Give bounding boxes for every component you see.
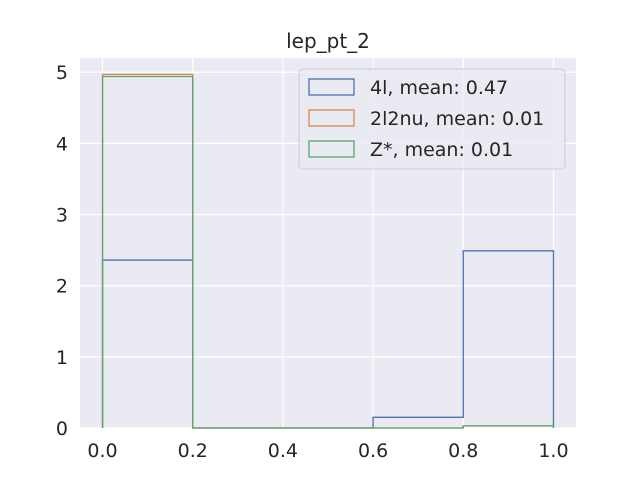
legend-label: 2l2nu, mean: 0.01 — [370, 108, 544, 130]
y-axis-ticks: 0 1 2 3 4 5 — [56, 62, 68, 440]
y-tick-label: 3 — [56, 205, 68, 227]
legend-label: 4l, mean: 0.47 — [370, 77, 508, 99]
x-tick-label: 0.8 — [448, 440, 478, 462]
legend-label: Z*, mean: 0.01 — [370, 139, 513, 161]
x-tick-label: 0.2 — [178, 440, 208, 462]
y-tick-label: 0 — [56, 418, 68, 440]
legend-items: 4l, mean: 0.47 2l2nu, mean: 0.01 Z*, mean:… — [308, 77, 544, 161]
legend-swatch — [308, 78, 355, 96]
legend-swatch — [308, 140, 355, 158]
x-axis-ticks: 0.0 0.2 0.4 0.6 0.8 1.0 — [87, 440, 568, 462]
y-tick-label: 5 — [56, 62, 68, 84]
x-tick-label: 0.4 — [268, 440, 298, 462]
y-tick-label: 4 — [56, 133, 68, 155]
histogram-step-2 — [101, 75, 555, 429]
y-tick-label: 2 — [56, 276, 68, 298]
x-tick-label: 0.6 — [358, 440, 388, 462]
legend-swatch — [308, 109, 355, 127]
x-tick-label: 0.0 — [87, 440, 117, 462]
x-tick-label: 1.0 — [538, 440, 568, 462]
histogram-series — [101, 73, 555, 429]
legend: 4l, mean: 0.47 2l2nu, mean: 0.01 Z*, mean:… — [298, 68, 566, 170]
legend-box — [298, 68, 566, 170]
y-tick-label: 1 — [56, 347, 68, 369]
chart-title: lep_pt_2 — [286, 29, 370, 53]
